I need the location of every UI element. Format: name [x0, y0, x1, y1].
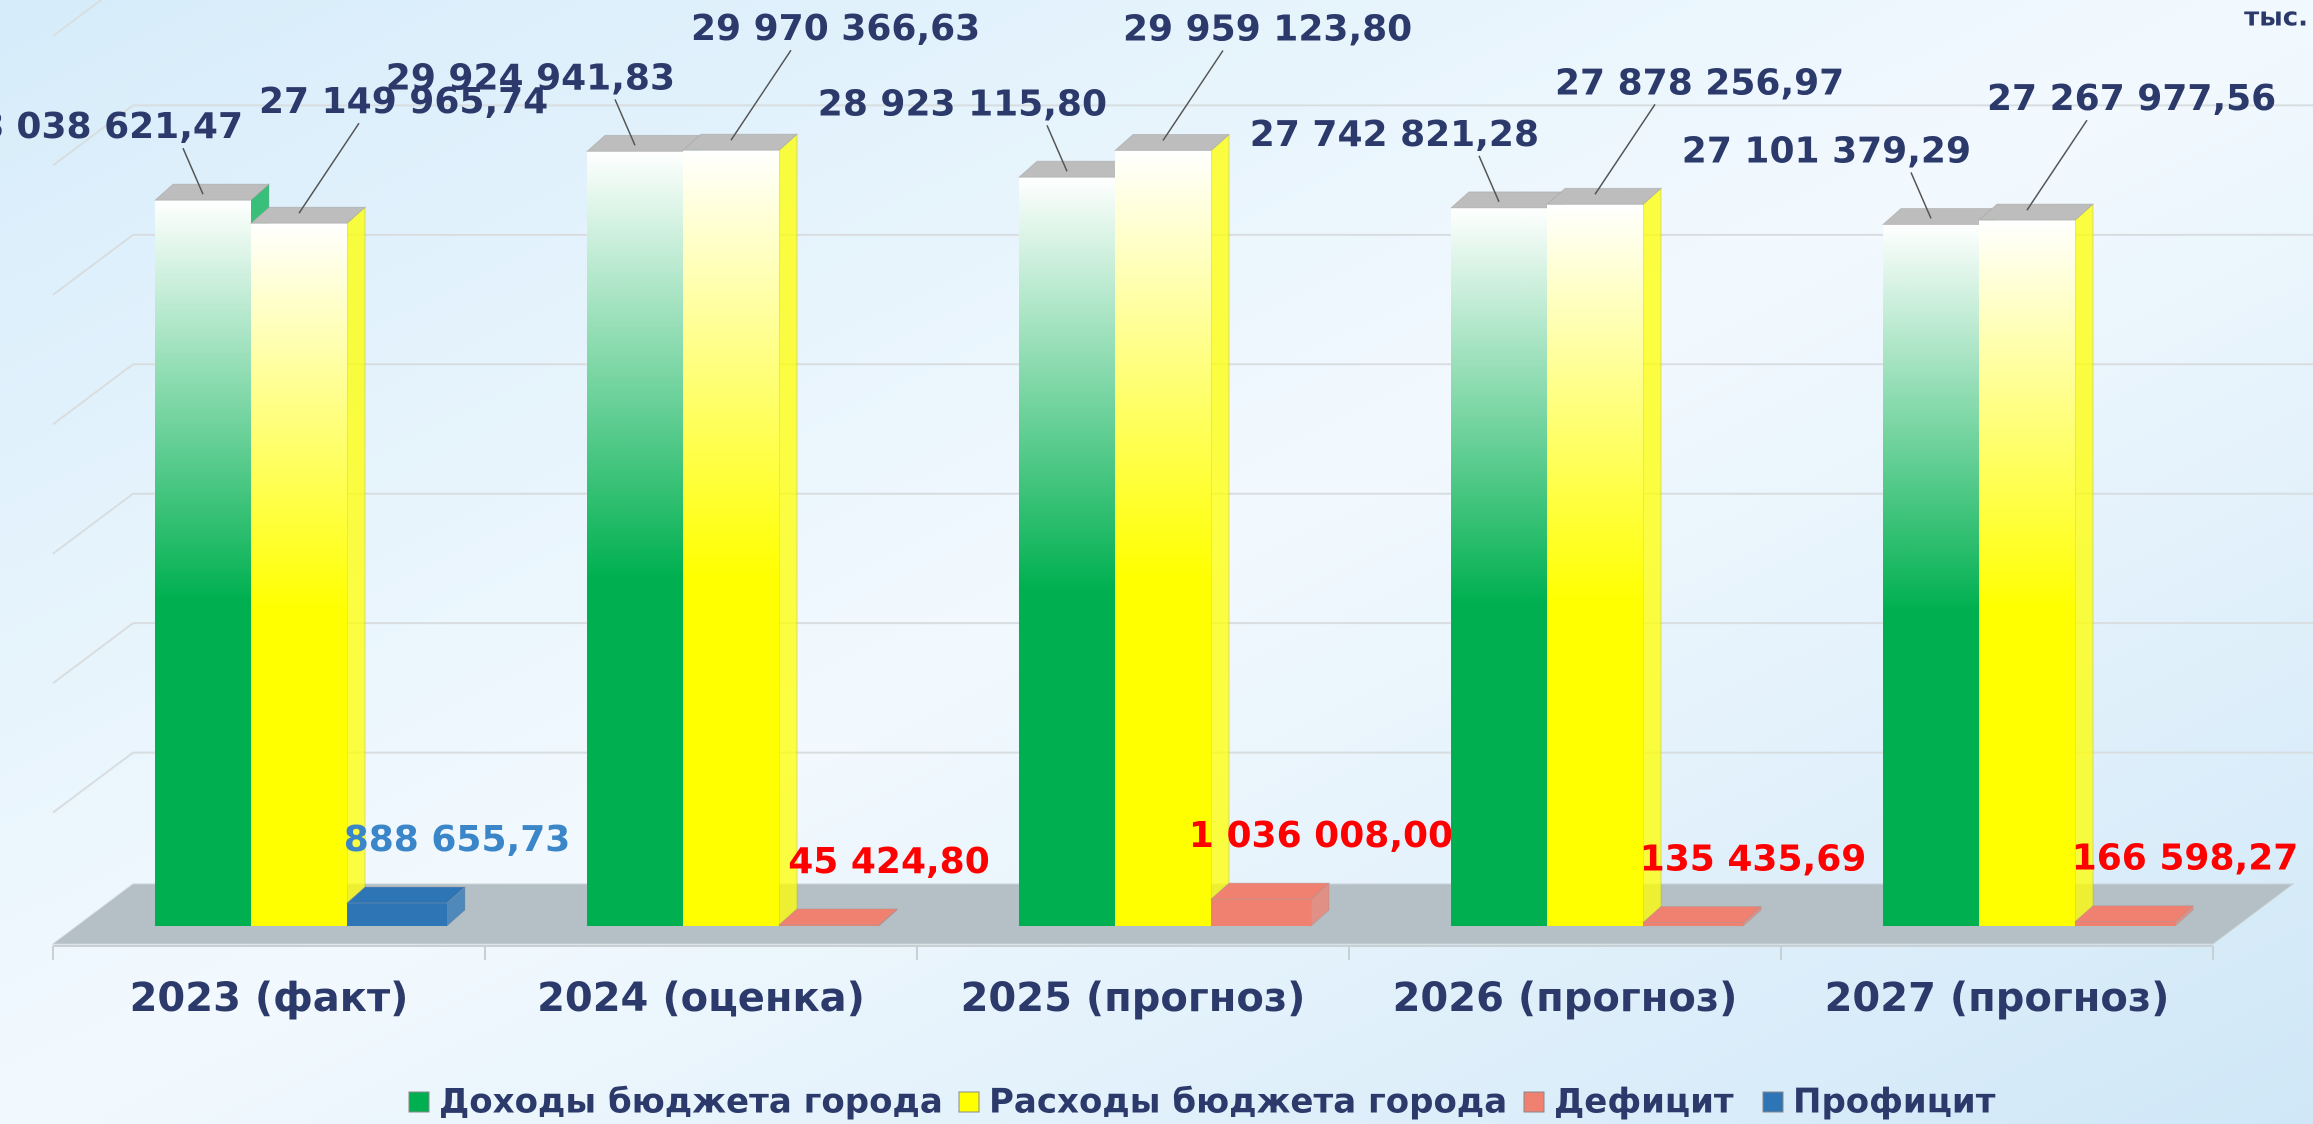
bar [1641, 905, 1763, 928]
leader-line [1594, 103, 1656, 195]
grid-wall-line [52, 104, 134, 167]
leader-line [614, 99, 636, 146]
bar-side [1642, 187, 1662, 928]
legend-swatch [958, 1091, 980, 1113]
x-tick-label: 2026 (прогноз) [1393, 975, 1738, 1021]
bar-side [778, 133, 798, 928]
bar-front [2075, 921, 2175, 926]
leader-line [1162, 50, 1224, 141]
bar-front [1883, 224, 1979, 927]
bar [1977, 203, 2095, 928]
bar [681, 133, 799, 928]
grid-wall-line [52, 751, 134, 814]
bar-side [1210, 133, 1230, 928]
legend-swatch [1762, 1091, 1784, 1113]
bar-front [1643, 922, 1743, 926]
bar [1113, 133, 1231, 928]
bar-top [1113, 133, 1231, 151]
data-label: 135 435,69 [1640, 838, 1867, 879]
grid-wall-line [52, 622, 134, 684]
bar-top [153, 183, 271, 201]
bar [2073, 904, 2195, 928]
x-tick-label: 2027 (прогноз) [1825, 975, 2170, 1021]
legend-label: Профицит [1793, 1082, 1996, 1122]
data-label: 45 424,80 [788, 841, 990, 882]
bar [345, 885, 467, 928]
bar-front [1979, 220, 2075, 926]
bar-top [1641, 905, 1763, 923]
bar-front [1211, 899, 1311, 926]
leader-line [1478, 155, 1500, 203]
data-label: 27 267 977,56 [1987, 78, 2276, 119]
data-label: 27 149 965,74 [259, 81, 548, 122]
data-label: 166 598,27 [2072, 838, 2299, 879]
leader-line [1910, 172, 1932, 219]
data-label: 1 036 008,00 [1189, 815, 1453, 856]
data-label: 29 970 366,63 [691, 8, 980, 49]
grid-wall-line [52, 0, 103, 37]
bar-top [345, 886, 467, 904]
bar-top [1545, 187, 1663, 205]
bar [1209, 882, 1331, 928]
grid-wall-line [52, 363, 134, 426]
legend-label: Доходы бюджета города [439, 1082, 943, 1122]
bar-side [2074, 203, 2094, 928]
data-label: 28 038 621,47 [0, 106, 243, 147]
leader-line [2026, 119, 2088, 211]
bar-top [1977, 203, 2095, 221]
bar [777, 907, 899, 928]
bar-front [779, 924, 879, 926]
legend-swatch [408, 1091, 430, 1113]
bar-front [1451, 207, 1547, 927]
data-label: 888 655,73 [344, 819, 571, 860]
legend-swatch [1523, 1091, 1545, 1113]
bar-front [1547, 204, 1643, 926]
bar-front [155, 200, 251, 926]
bar-front [1019, 177, 1115, 926]
leader-line [730, 49, 792, 141]
legend-label: Расходы бюджета города [989, 1082, 1507, 1122]
data-label: 28 923 115,80 [818, 83, 1107, 124]
data-label: 29 959 123,80 [1123, 8, 1412, 49]
legend-label: Дефицит [1554, 1082, 1734, 1122]
bar [249, 206, 367, 928]
bar-front [587, 151, 683, 926]
unit-note: тыс. [2244, 3, 2308, 33]
bar-top [2073, 905, 2195, 923]
x-tick-label: 2025 (прогноз) [961, 975, 1306, 1021]
leader-line [298, 122, 360, 214]
bar-front [251, 223, 347, 927]
x-tick-label: 2023 (факт) [130, 975, 409, 1021]
data-label: 29 924 941,83 [386, 57, 675, 98]
bar [1545, 187, 1663, 928]
bar-front [1115, 150, 1211, 926]
bar-top [249, 206, 367, 224]
bar-top [777, 908, 899, 926]
bar-front [683, 150, 779, 926]
bar-front [347, 902, 447, 926]
data-label: 27 878 256,97 [1555, 62, 1844, 103]
data-label: 27 101 379,29 [1682, 130, 1971, 171]
leader-line [1046, 125, 1068, 172]
x-tick-label: 2024 (оценка) [537, 975, 865, 1021]
grid-wall-line [52, 492, 134, 555]
leader-line [182, 147, 204, 195]
bar-top [681, 133, 799, 151]
bar-top [1209, 882, 1331, 900]
grid-wall-line [52, 234, 134, 296]
data-label: 27 742 821,28 [1250, 114, 1539, 155]
